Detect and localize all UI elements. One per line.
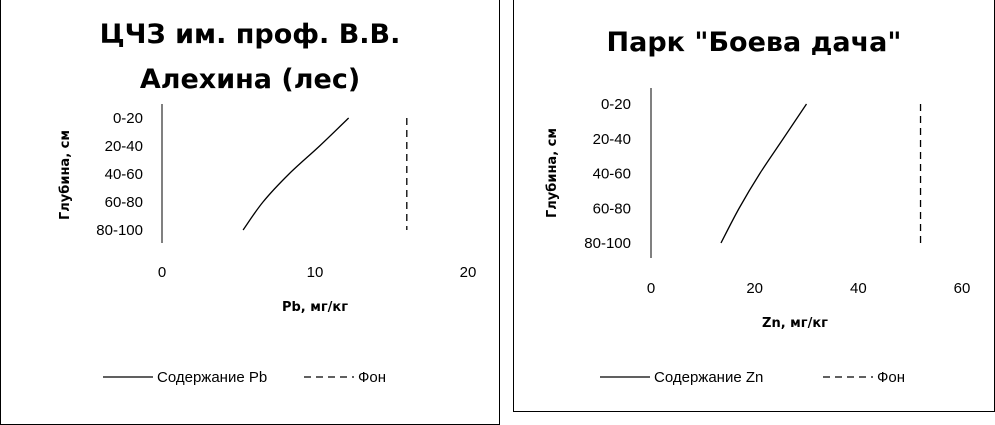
chart-title-line-1: ЦЧЗ им. проф. В.В. xyxy=(99,19,401,50)
y-tick-label: 60-80 xyxy=(593,200,631,217)
y-tick-label: 0-20 xyxy=(601,96,631,113)
x-tick-label: 20 xyxy=(460,264,477,281)
y-axis-label: Глубина, см xyxy=(545,128,560,218)
chart-plot-zn: 0-20 20-40 40-60 60-80 80-100 0 20 40 60 Zn, мг/к… xyxy=(545,88,971,386)
chart-panel-pb: ЦЧЗ им. проф. В.В. Алехина (лес) 0-20 20-… xyxy=(0,0,500,425)
y-axis-label: Глубина, см xyxy=(58,130,73,220)
y-tick-label: 40-60 xyxy=(105,166,143,183)
x-tick-label: 0 xyxy=(158,264,166,281)
legend-label: Фон xyxy=(358,369,386,386)
chart-panel-zn: Парк "Боева дача" 0-20 20-40 40-60 60-80 80-… xyxy=(513,0,995,412)
chart-title-line-2: Алехина (лес) xyxy=(139,64,361,95)
series-line-content xyxy=(720,103,808,244)
x-tick-label: 20 xyxy=(746,280,763,297)
x-axis-label: Pb, мг/кг xyxy=(282,300,348,315)
legend-label: Содержание Zn xyxy=(654,369,763,386)
y-tick-label: 40-60 xyxy=(593,166,631,183)
y-tick-label: 0-20 xyxy=(113,110,143,127)
series-line-content xyxy=(242,117,350,231)
x-tick-label: 60 xyxy=(954,280,971,297)
x-tick-label: 10 xyxy=(307,264,324,281)
y-tick-label: 20-40 xyxy=(593,131,631,148)
y-tick-label: 60-80 xyxy=(105,194,143,211)
chart-title: Парк "Боева дача" xyxy=(514,20,994,65)
legend-label: Фон xyxy=(877,369,905,386)
x-tick-label: 0 xyxy=(647,280,655,297)
x-axis-label: Zn, мг/кг xyxy=(762,316,828,331)
legend-label: Содержание Pb xyxy=(157,369,267,386)
chart-title-line-1: Парк "Боева дача" xyxy=(606,27,902,58)
y-tick-label: 80-100 xyxy=(96,222,143,239)
chart-title: ЦЧЗ им. проф. В.В. Алехина (лес) xyxy=(1,12,499,102)
y-tick-label: 80-100 xyxy=(584,235,631,252)
chart-plot-pb: 0-20 20-40 40-60 60-80 80-100 0 10 20 Pb, мг/кг Г… xyxy=(58,104,477,386)
y-tick-label: 20-40 xyxy=(105,138,143,155)
x-tick-label: 40 xyxy=(850,280,867,297)
